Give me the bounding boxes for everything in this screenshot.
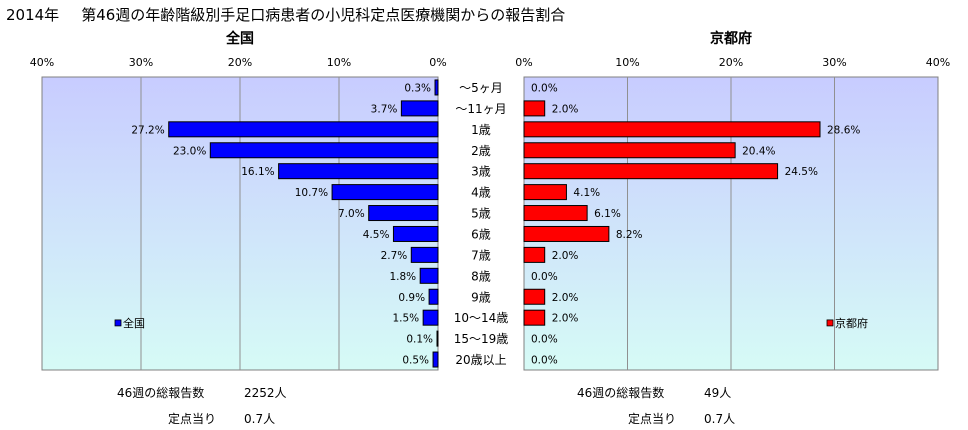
- national-per-value: 0.7人: [244, 412, 276, 426]
- kyoto-panel-title: 京都府: [710, 30, 752, 47]
- kyoto-bar: [523, 184, 567, 201]
- national-bar: [436, 330, 439, 347]
- kyoto-data-label: 2.0%: [552, 313, 579, 325]
- kyoto-total-value: 49人: [704, 386, 732, 400]
- kyoto-x-tick-label: 20%: [719, 56, 743, 69]
- kyoto-data-label: 8.2%: [616, 229, 643, 241]
- national-total-label: 46週の総報告数: [117, 386, 205, 400]
- category-label: 8歳: [471, 269, 491, 283]
- national-x-tick-label: 0%: [429, 56, 446, 69]
- kyoto-bar: [523, 205, 588, 222]
- national-data-label: 1.8%: [389, 271, 416, 283]
- national-data-label: 27.2%: [131, 124, 164, 136]
- national-data-label: 0.9%: [398, 292, 425, 304]
- national-data-label: 7.0%: [338, 208, 365, 220]
- category-label: ～5ヶ月: [459, 81, 503, 95]
- category-label: 10～14歳: [454, 311, 509, 325]
- national-x-tick-label: 10%: [327, 56, 351, 69]
- national-bar: [368, 205, 439, 222]
- national-bar: [410, 246, 439, 263]
- category-label: ～11ヶ月: [455, 102, 506, 116]
- national-x-tick-label: 20%: [228, 56, 252, 69]
- category-label: 6歳: [471, 227, 491, 241]
- national-data-label: 0.5%: [402, 355, 429, 367]
- category-label: 20歳以上: [455, 353, 506, 367]
- kyoto-x-tick-label: 0%: [515, 56, 532, 69]
- category-label: 9歳: [471, 290, 491, 304]
- national-per-label: 定点当り: [168, 412, 217, 426]
- kyoto-data-label: 28.6%: [827, 124, 860, 136]
- national-data-label: 2.7%: [381, 250, 408, 262]
- category-label: 7歳: [471, 248, 491, 262]
- national-bar: [432, 351, 439, 368]
- kyoto-data-label: 0.0%: [531, 82, 558, 94]
- kyoto-total-label: 46週の総報告数: [577, 386, 665, 400]
- kyoto-legend-swatch: [826, 319, 834, 327]
- kyoto-data-label: 0.0%: [531, 334, 558, 346]
- kyoto-bar: [523, 225, 610, 242]
- kyoto-legend-label: 京都府: [835, 316, 868, 330]
- kyoto-bar: [523, 121, 821, 138]
- national-bar: [209, 142, 439, 159]
- national-bar: [278, 163, 439, 180]
- national-data-label: 16.1%: [241, 166, 274, 178]
- national-data-label: 0.1%: [406, 334, 433, 346]
- national-data-label: 1.5%: [392, 313, 419, 325]
- national-legend-swatch: [114, 319, 122, 327]
- national-total-value: 2252人: [244, 386, 287, 400]
- national-x-tick-label: 30%: [129, 56, 153, 69]
- category-label: 2歳: [471, 144, 491, 158]
- national-bar: [422, 309, 439, 326]
- kyoto-per-value: 0.7人: [704, 412, 736, 426]
- category-label: 3歳: [471, 165, 491, 179]
- kyoto-bar: [523, 163, 779, 180]
- national-bar: [392, 225, 439, 242]
- kyoto-data-label: 4.1%: [573, 187, 600, 199]
- kyoto-bar: [523, 288, 546, 305]
- category-label: 1歳: [471, 123, 491, 137]
- national-panel: 40% 30% 20% 10% 0% 全国 0.3% 3.7% 27.2% 23.0% 16.1% 1…: [30, 30, 447, 371]
- category-label: 4歳: [471, 186, 491, 200]
- kyoto-data-label: 2.0%: [552, 250, 579, 262]
- kyoto-bar: [523, 246, 546, 263]
- national-bar: [428, 288, 439, 305]
- kyoto-x-tick-label: 10%: [615, 56, 639, 69]
- kyoto-data-label: 24.5%: [785, 166, 818, 178]
- kyoto-x-tick-label: 40%: [926, 56, 950, 69]
- national-bar: [400, 100, 439, 117]
- national-bar: [434, 79, 439, 96]
- national-x-tick-label: 40%: [30, 56, 54, 69]
- national-data-label: 10.7%: [295, 187, 328, 199]
- kyoto-data-label: 6.1%: [594, 208, 621, 220]
- national-legend-label: 全国: [123, 316, 145, 330]
- kyoto-data-label: 2.0%: [552, 103, 579, 115]
- national-bar: [168, 121, 439, 138]
- kyoto-per-label: 定点当り: [628, 412, 677, 426]
- national-data-label: 0.3%: [404, 82, 431, 94]
- national-bar: [419, 267, 439, 284]
- national-panel-title: 全国: [225, 30, 254, 47]
- category-label: 15～19歳: [454, 332, 509, 346]
- category-label: 5歳: [471, 207, 491, 221]
- kyoto-bar: [523, 100, 546, 117]
- kyoto-panel: 0% 10% 20% 30% 40% 京都府 0.0% 2.0% 28.6% 20.4% 24.5%…: [515, 30, 950, 371]
- kyoto-data-label: 0.0%: [531, 355, 558, 367]
- kyoto-bar: [523, 142, 736, 159]
- category-labels: ～5ヶ月 ～11ヶ月 1歳 2歳 3歳 4歳 5歳 6歳 7歳 8歳 9歳 10～14歳 15～19歳 2…: [454, 81, 509, 367]
- kyoto-data-label: 20.4%: [742, 145, 775, 157]
- kyoto-x-tick-label: 30%: [822, 56, 846, 69]
- title-year: 2014年: [6, 6, 60, 24]
- page-title: 2014年 第46週の年齢階級別手足口病患者の小児科定点医療機関からの報告割合: [6, 4, 587, 25]
- national-data-label: 23.0%: [173, 145, 206, 157]
- national-bar: [331, 184, 439, 201]
- national-data-label: 4.5%: [363, 229, 390, 241]
- national-data-label: 3.7%: [371, 103, 398, 115]
- kyoto-data-label: 0.0%: [531, 271, 558, 283]
- title-text: 第46週の年齢階級別手足口病患者の小児科定点医療機関からの報告割合: [81, 6, 566, 24]
- kyoto-bar: [523, 309, 546, 326]
- kyoto-data-label: 2.0%: [552, 292, 579, 304]
